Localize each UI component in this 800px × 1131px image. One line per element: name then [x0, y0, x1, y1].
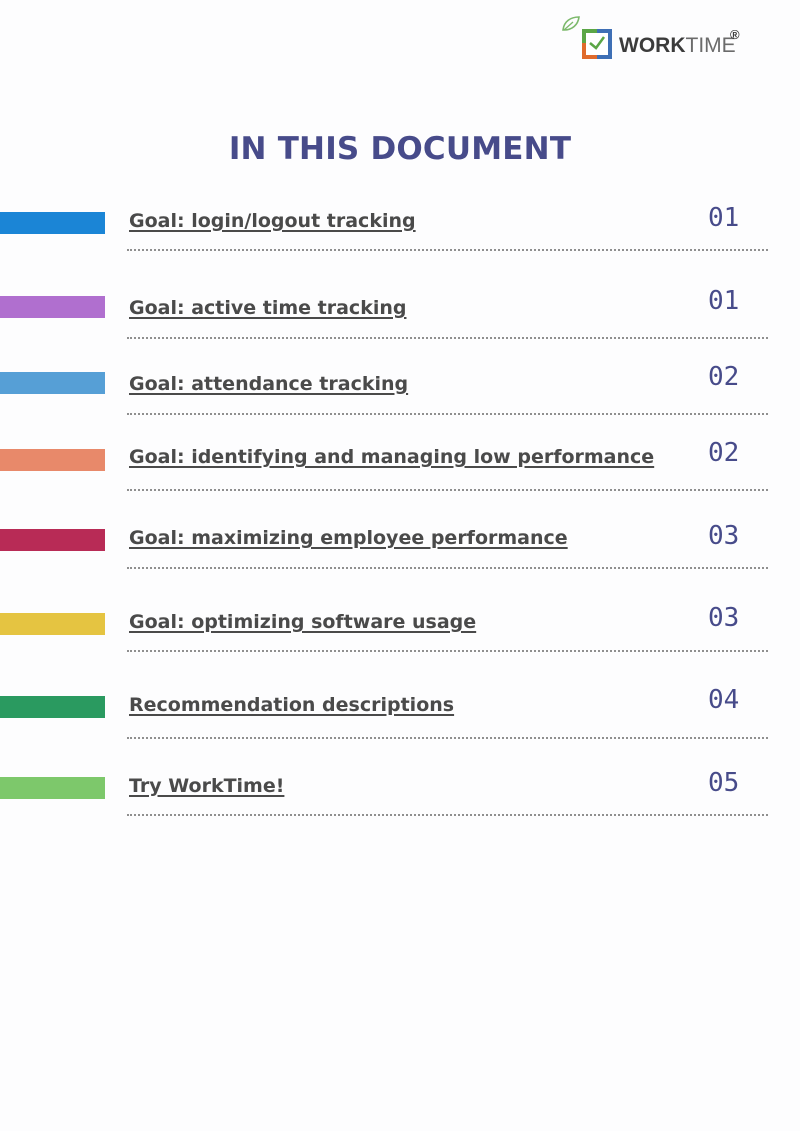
toc-dotted-leader: [127, 814, 768, 816]
registered-mark: ®: [730, 27, 740, 42]
toc-link[interactable]: Goal: login/logout tracking: [129, 210, 416, 232]
toc-color-bar: [0, 449, 105, 471]
toc-link[interactable]: Goal: identifying and managing low perfo…: [129, 446, 655, 468]
toc-link[interactable]: Recommendation descriptions: [129, 694, 455, 716]
toc-color-bar: [0, 777, 105, 799]
toc-page-number: 02: [708, 438, 740, 468]
toc-page-number: 03: [708, 603, 740, 633]
toc-link[interactable]: Goal: optimizing software usage: [129, 611, 477, 633]
leaf-icon: [562, 16, 580, 31]
worktime-logo: WORKTIME ®: [561, 15, 751, 63]
clock-checkbox-icon: [582, 29, 612, 59]
logo-word-bold: WORK: [619, 34, 686, 57]
toc-dotted-leader: [127, 567, 768, 569]
toc-page-number: 01: [708, 286, 740, 316]
toc-color-bar: [0, 372, 105, 394]
toc-dotted-leader: [127, 650, 768, 652]
page-title: IN THIS DOCUMENT: [228, 131, 572, 167]
toc-dotted-leader: [127, 737, 768, 739]
toc-link[interactable]: Goal: attendance tracking: [129, 373, 409, 395]
logo-wordmark: WORKTIME: [619, 34, 736, 58]
toc-dotted-leader: [127, 337, 768, 339]
toc-link[interactable]: Goal: active time tracking: [129, 297, 407, 319]
toc-color-bar: [0, 613, 105, 635]
toc-page-number: 04: [708, 685, 740, 715]
toc-page-number: 05: [708, 768, 740, 798]
toc-link[interactable]: Try WorkTime!: [129, 775, 285, 797]
toc-dotted-leader: [127, 249, 768, 251]
toc-color-bar: [0, 696, 105, 718]
toc-link[interactable]: Goal: maximizing employee performance: [129, 527, 568, 549]
toc-color-bar: [0, 296, 105, 318]
toc-color-bar: [0, 529, 105, 551]
toc-dotted-leader: [127, 489, 768, 491]
logo-word-light: TIME: [685, 34, 736, 57]
toc-page-number: 01: [708, 203, 740, 233]
toc-dotted-leader: [127, 413, 768, 415]
toc-page-number: 03: [708, 521, 740, 551]
toc-color-bar: [0, 212, 105, 234]
toc-page-number: 02: [708, 362, 740, 392]
